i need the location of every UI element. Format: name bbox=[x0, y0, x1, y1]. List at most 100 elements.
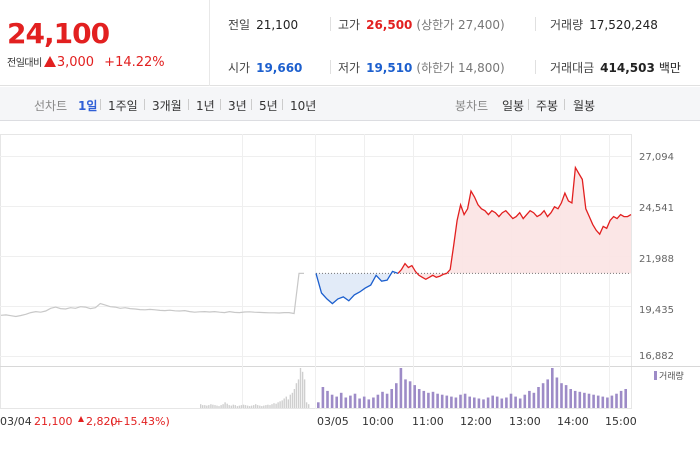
prev-volume-bar bbox=[308, 404, 310, 408]
tab-daily-candle[interactable]: 일봉 bbox=[502, 99, 525, 113]
time-label: 11:00 bbox=[412, 415, 444, 428]
prev-volume-bar bbox=[228, 405, 230, 408]
prev-volume-bar bbox=[253, 405, 255, 408]
volume-bar bbox=[500, 398, 504, 408]
volume-bar bbox=[376, 394, 380, 408]
volume-bar bbox=[532, 392, 536, 408]
time-label: 14:00 bbox=[557, 415, 589, 428]
tab-3years[interactable]: 3년 bbox=[228, 99, 247, 113]
prev-volume-bar bbox=[291, 392, 294, 408]
divider bbox=[528, 99, 529, 110]
divider bbox=[251, 99, 252, 110]
prev-volume-bar bbox=[301, 371, 304, 408]
change-rate: +14.22% bbox=[104, 55, 165, 70]
tab-weekly-candle[interactable]: 주봉 bbox=[536, 99, 559, 113]
tab-1week[interactable]: 1주일 bbox=[108, 99, 138, 113]
lower-limit: (하한가 14,800) bbox=[416, 61, 505, 75]
divider bbox=[100, 99, 101, 110]
volume-bar bbox=[569, 389, 572, 408]
volume-bar bbox=[326, 390, 329, 408]
volume-bar bbox=[339, 392, 343, 408]
prev-volume-bar bbox=[289, 394, 291, 408]
volume-bar bbox=[551, 368, 554, 408]
prev-volume-bar bbox=[267, 404, 269, 408]
trade-value-unit: 백만 bbox=[658, 61, 681, 75]
volume-bar bbox=[317, 402, 320, 408]
prev-day-change: 2,820 bbox=[86, 415, 118, 428]
current-price-box: 24,100 전일대비 3,000 +14.22% bbox=[0, 0, 210, 86]
trade-value-stat: 거래대금 414,503 백만 bbox=[550, 59, 681, 76]
prev-volume-bar bbox=[305, 402, 308, 408]
divider bbox=[535, 17, 536, 31]
volume-bars bbox=[200, 368, 627, 408]
high-stat: 고가 26,500 (상한가 27,400) bbox=[338, 16, 505, 33]
prev-day-series bbox=[0, 272, 304, 318]
prev-volume-bar bbox=[255, 404, 257, 408]
volume-bar bbox=[518, 398, 522, 408]
volume-bar bbox=[583, 392, 586, 408]
prev-volume-bar bbox=[236, 406, 239, 408]
volume-bar bbox=[624, 389, 627, 408]
prev-volume-bar bbox=[265, 405, 267, 408]
prev-volume-bar bbox=[246, 405, 249, 408]
prev-volume-bar bbox=[220, 405, 222, 408]
prev-volume-bar bbox=[216, 405, 218, 408]
price-tick: 24,541 bbox=[639, 203, 674, 214]
tab-1year[interactable]: 1년 bbox=[196, 99, 215, 113]
divider bbox=[220, 99, 221, 110]
volume-bar bbox=[459, 394, 462, 408]
volume-legend: 거래량 bbox=[659, 370, 684, 382]
prev-volume-bar bbox=[248, 406, 251, 408]
time-label: 03/04 bbox=[0, 415, 32, 428]
volume-bar bbox=[321, 387, 325, 408]
upper-limit: (상한가 27,400) bbox=[416, 18, 505, 32]
prev-close-value: 21,100 bbox=[256, 18, 299, 32]
trade-value-label: 거래대금 bbox=[550, 61, 595, 75]
tab-10years[interactable]: 10년 bbox=[290, 99, 317, 113]
volume-bar bbox=[344, 397, 348, 408]
volume-bar bbox=[537, 387, 540, 408]
prev-volume-bar bbox=[250, 405, 253, 408]
prev-volume-bar bbox=[224, 402, 226, 408]
price-tick: 21,988 bbox=[639, 254, 674, 265]
volume-bar bbox=[468, 396, 471, 408]
volume-bar bbox=[491, 395, 494, 408]
prev-volume-bar bbox=[293, 389, 296, 408]
prev-day-close: 21,100 bbox=[34, 415, 73, 428]
volume-bar bbox=[408, 381, 412, 408]
tab-5years[interactable]: 5년 bbox=[259, 99, 278, 113]
tab-1day[interactable]: 1일 bbox=[78, 99, 98, 113]
volume-bar bbox=[353, 393, 357, 408]
up-triangle-icon bbox=[78, 416, 84, 422]
prev-volume-bar bbox=[279, 401, 281, 408]
volume-bar bbox=[596, 395, 600, 408]
prev-volume-bar bbox=[234, 405, 236, 408]
volume-bar bbox=[495, 396, 499, 408]
divider bbox=[564, 99, 565, 110]
prev-volume-bar bbox=[275, 403, 277, 408]
above-ref-fill bbox=[398, 167, 631, 280]
tab-monthly-candle[interactable]: 월봉 bbox=[573, 99, 596, 113]
prev-volume-bar bbox=[269, 405, 271, 408]
time-label: 12:00 bbox=[460, 415, 492, 428]
time-label: 10:00 bbox=[362, 415, 394, 428]
prev-volume-bar bbox=[208, 405, 210, 408]
tab-3months[interactable]: 3개월 bbox=[152, 99, 182, 113]
prev-volume-bar bbox=[295, 383, 298, 408]
volume-bar bbox=[330, 394, 334, 408]
volume-bar bbox=[417, 389, 421, 408]
change-amount: 3,000 bbox=[56, 55, 95, 70]
prev-volume-bar bbox=[240, 405, 243, 408]
volume-bar bbox=[463, 393, 467, 408]
price-chart: 27,094 24,541 21,988 19,435 16,882 03/04… bbox=[0, 122, 700, 450]
volume-bar bbox=[431, 391, 435, 408]
volume-bar bbox=[619, 390, 623, 408]
volume-bar bbox=[395, 383, 398, 408]
divider bbox=[330, 60, 331, 74]
volume-bar bbox=[509, 393, 513, 408]
volume-bar bbox=[427, 392, 430, 408]
prev-volume-bar bbox=[200, 404, 202, 408]
open-value: 19,660 bbox=[256, 61, 303, 75]
high-label: 고가 bbox=[338, 18, 361, 32]
prev-volume-bar bbox=[303, 379, 306, 408]
